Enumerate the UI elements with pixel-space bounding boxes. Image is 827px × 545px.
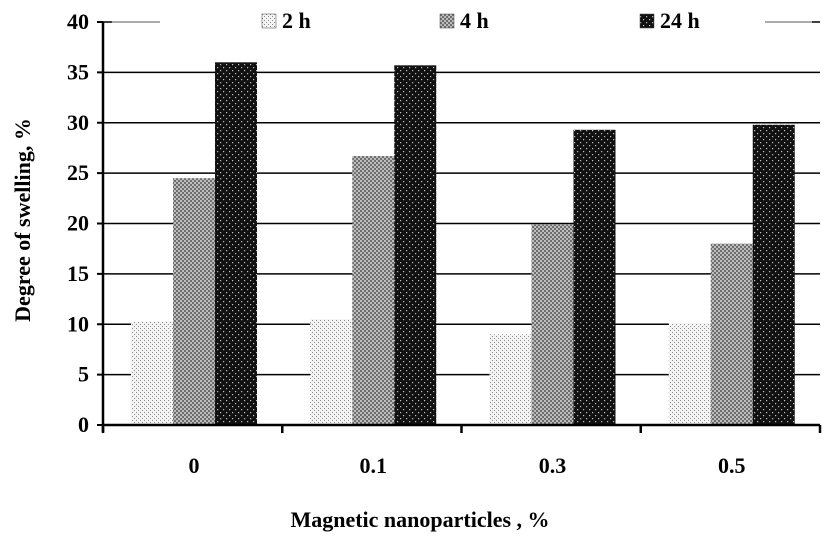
bar-2h-cat-0 [131, 321, 173, 425]
y-tick-label: 0 [78, 412, 89, 437]
x-tick-label: 0.1 [360, 453, 388, 478]
legend-label: 4 h [460, 8, 489, 33]
bar-4h-cat-2 [531, 224, 574, 425]
y-axis-title: Degree of swelling, % [10, 118, 35, 322]
legend-swatch-24h [639, 13, 655, 29]
bar-2h-cat-1 [310, 319, 353, 425]
y-tick-label: 5 [78, 362, 89, 387]
y-tick-label: 25 [67, 160, 89, 185]
x-tick-label: 0.3 [539, 453, 567, 478]
axes [97, 21, 822, 433]
legend-label: 24 h [660, 8, 700, 33]
y-tick-labels: 0 5 10 15 20 25 30 35 40 [67, 9, 89, 437]
legend-swatch-4h [439, 13, 455, 29]
x-tick-label: 0.5 [718, 453, 746, 478]
bar-2h-cat-3 [668, 323, 711, 425]
y-tick-label: 10 [67, 311, 89, 336]
y-tick-label: 35 [67, 59, 89, 84]
y-tick-label: 15 [67, 261, 89, 286]
bar-4h-cat-1 [352, 155, 395, 425]
x-axis-title: Magnetic nanoparticles , % [290, 507, 549, 532]
legend-swatch-2h [261, 13, 277, 29]
bar-24h-cat-2 [573, 129, 616, 426]
y-tick-label: 30 [67, 110, 89, 135]
bar-24h-cat-3 [752, 124, 795, 425]
x-tick-labels: 0 0.1 0.3 0.5 [189, 453, 746, 478]
bar-4h-cat-0 [173, 178, 215, 425]
legend: 2 h 4 h 24 h [112, 8, 812, 40]
bar-2h-cat-2 [489, 334, 532, 425]
x-tick-label: 0 [189, 453, 200, 478]
bar-4h-cat-3 [710, 243, 753, 425]
bars [131, 62, 795, 426]
bar-24h-cat-0 [215, 62, 257, 426]
bar-24h-cat-1 [394, 65, 437, 425]
y-tick-label: 20 [67, 211, 89, 236]
legend-background [160, 10, 765, 40]
legend-label: 2 h [282, 8, 311, 33]
y-tick-label: 40 [67, 9, 89, 34]
